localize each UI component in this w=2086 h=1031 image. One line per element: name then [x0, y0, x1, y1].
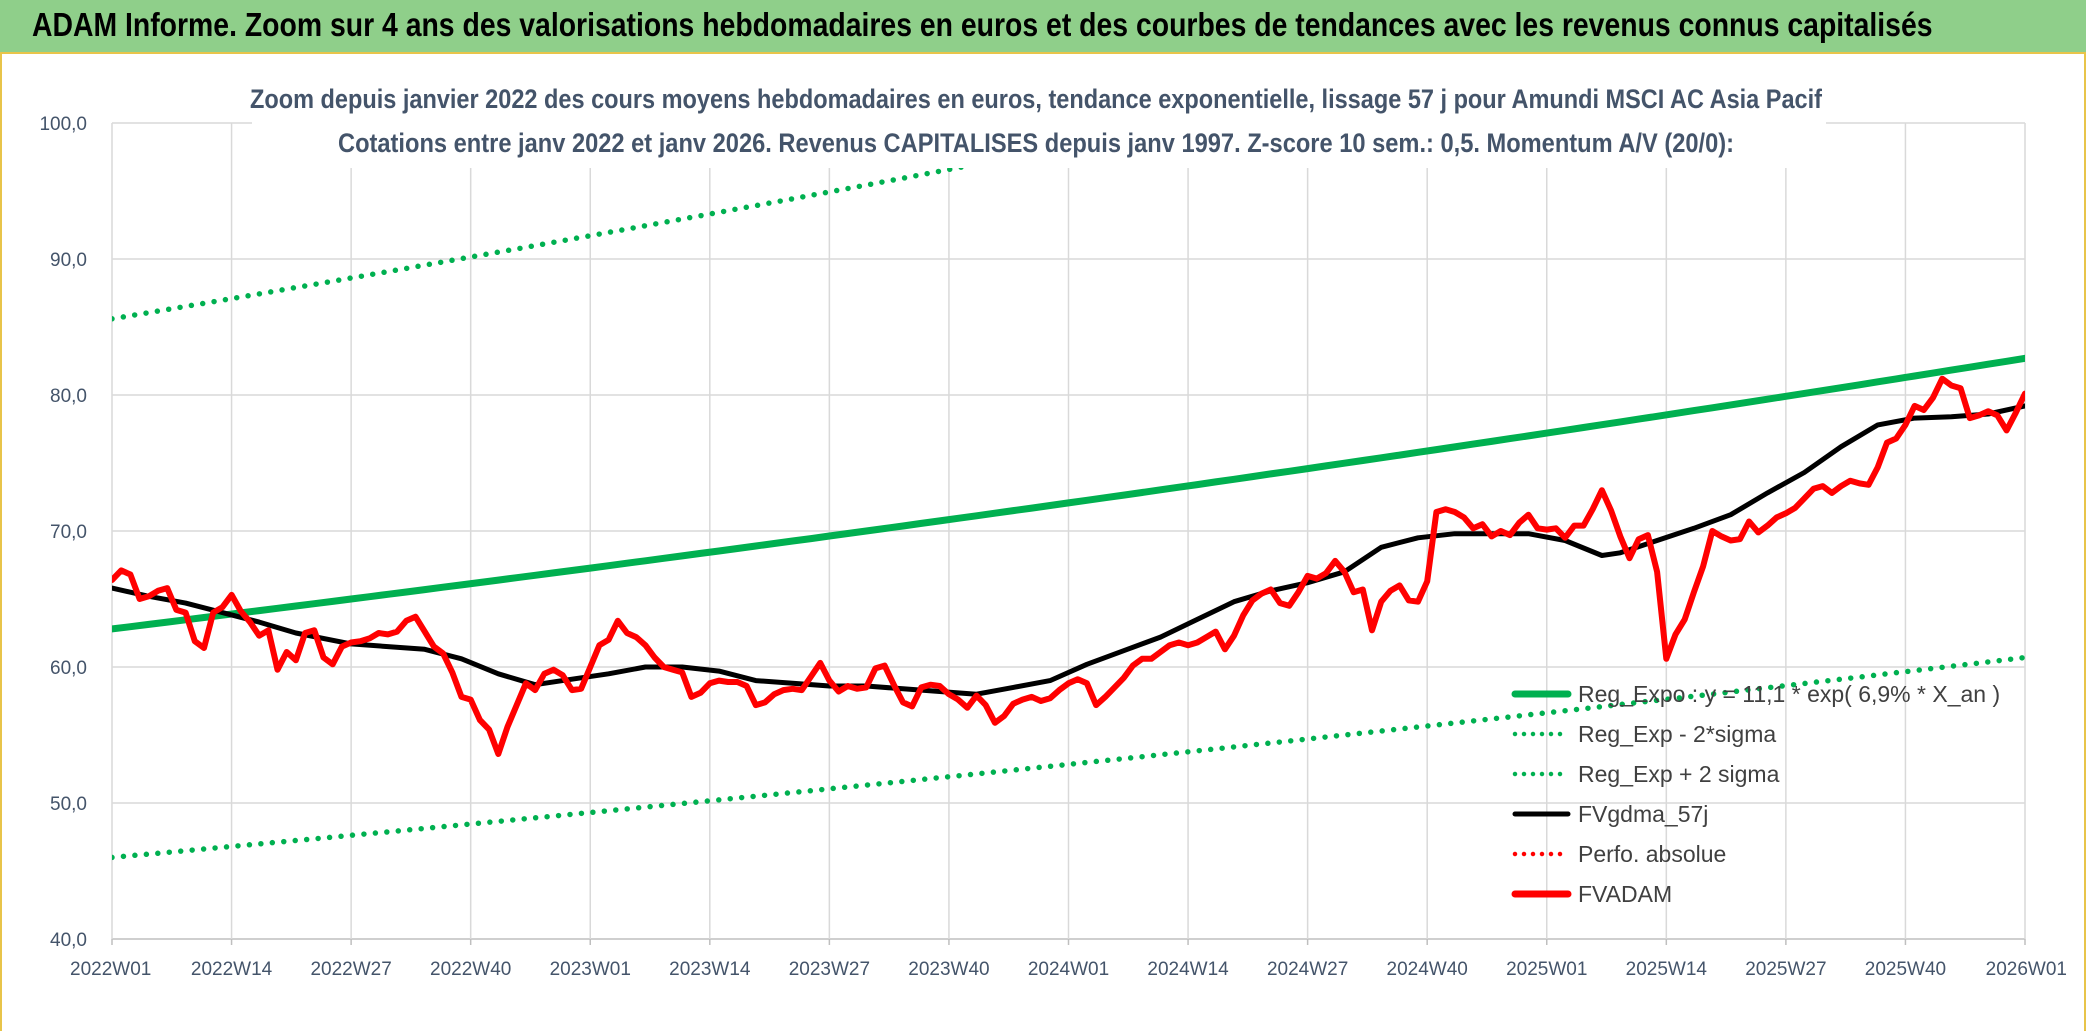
x-tick-label: 2023W14 [669, 959, 751, 980]
x-tick-label: 2026W01 [1986, 959, 2067, 980]
x-tick-label: 2023W27 [789, 959, 870, 980]
legend-label: FVgdma_57j [1578, 801, 1708, 827]
grid [111, 122, 2026, 940]
legend-label: Reg_Exp + 2 sigma [1578, 761, 1780, 787]
series-line-reg-expo-y-11-1-exp-6-9-x-an [112, 354, 2025, 633]
title-background [252, 78, 1826, 168]
series-line-reg-exp-2-sigma [112, 123, 1205, 322]
y-tick-label: 60,0 [50, 658, 87, 679]
x-tick-label: 2024W14 [1147, 959, 1229, 980]
y-tick-label: 40,0 [50, 930, 87, 951]
header-banner: ADAM Informe. Zoom sur 4 ans des valoris… [0, 0, 2086, 54]
x-tick-label: 2025W40 [1865, 959, 1946, 980]
x-tick-label: 2023W01 [550, 959, 631, 980]
x-tick-label: 2022W14 [191, 959, 273, 980]
y-tick-label: 90,0 [50, 250, 87, 271]
y-tick-label: 50,0 [50, 794, 87, 815]
x-tick-label: 2024W01 [1028, 959, 1109, 980]
x-tick-label: 2022W40 [430, 959, 511, 980]
series-layer [112, 123, 2025, 861]
x-tick-label: 2022W01 [70, 959, 151, 980]
x-tick-label: 2024W40 [1387, 959, 1468, 980]
y-tick-label: 100,0 [39, 114, 87, 135]
chart-frame [0, 54, 2086, 1031]
chart-title-block: Zoom depuis janvier 2022 des cours moyen… [250, 78, 1826, 168]
legend-label: FVADAM [1578, 881, 1672, 907]
x-tick-label: 2024W27 [1267, 959, 1348, 980]
legend-label: Reg_Exp - 2*sigma [1578, 721, 1776, 747]
series-line-reg-exp-2-sigma [112, 654, 2025, 861]
x-tick-label: 2023W40 [908, 959, 989, 980]
series-line-fvadam [112, 375, 2025, 757]
legend: Reg_Expo : y = 11,1 * exp( 6,9% * X_an )… [1511, 681, 2000, 907]
x-tick-label: 2022W27 [310, 959, 391, 980]
chart-title-line: Cotations entre janv 2022 et janv 2026. … [338, 128, 1734, 158]
x-tick-label: 2025W14 [1626, 959, 1708, 980]
x-tick-label: 2025W27 [1745, 959, 1826, 980]
series-line-fvgdma-57j [112, 403, 2025, 697]
x-tick-label: 2025W01 [1506, 959, 1587, 980]
y-tick-label: 70,0 [50, 522, 87, 543]
legend-label: Reg_Expo : y = 11,1 * exp( 6,9% * X_an ) [1578, 681, 2000, 707]
banner-title: ADAM Informe. Zoom sur 4 ans des valoris… [32, 6, 1933, 43]
legend-label: Perfo. absolue [1578, 841, 1726, 867]
chart-title-line: Zoom depuis janvier 2022 des cours moyen… [250, 84, 1823, 114]
y-tick-label: 80,0 [50, 386, 87, 407]
axes-layer: 40,0 50,0 60,0 70,0 80,0 90,0 100,0 2022W01 2022… [39, 114, 2067, 980]
